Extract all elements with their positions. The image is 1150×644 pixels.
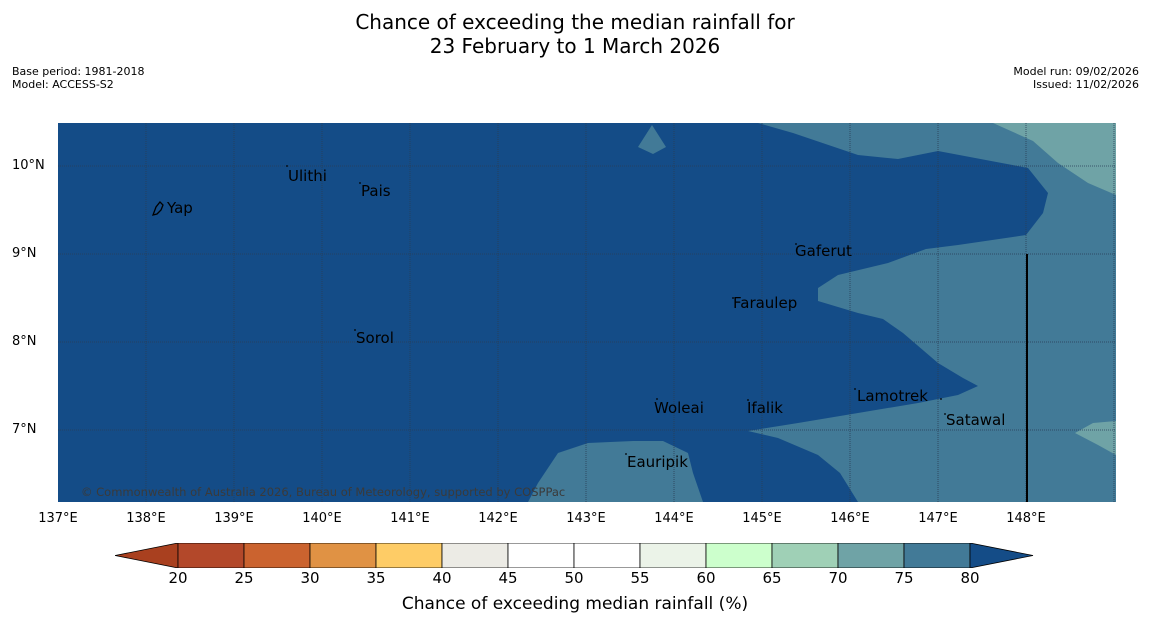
colorbar (114, 542, 1035, 569)
colorbar-cell (705, 542, 773, 569)
lon-label-147e: 147°E (918, 511, 958, 526)
island-dot (656, 398, 658, 400)
probability-80-plus-region (58, 123, 1048, 502)
lat-label-10n: 10°N (12, 158, 45, 173)
lat-label-8n: 8°N (12, 334, 37, 349)
colorbar-tick-25: 25 (234, 569, 254, 587)
place-label-ifalik: Ifalik (747, 399, 783, 417)
island-dot (940, 398, 942, 400)
colorbar-tick-50: 50 (564, 569, 584, 587)
colorbar-extend-high (969, 542, 1034, 569)
colorbar-cell (771, 542, 839, 569)
colorbar-tick-35: 35 (366, 569, 386, 587)
lon-label-138e: 138°E (126, 511, 166, 526)
colorbar-cell (309, 542, 377, 569)
island-dot (354, 329, 356, 331)
colorbar-cell (243, 542, 311, 569)
model-run-text: Model run: 09/02/2026 (1013, 65, 1139, 78)
colorbar-tick-45: 45 (498, 569, 518, 587)
colorbar-cell (903, 542, 971, 569)
lon-label-140e: 140°E (302, 511, 342, 526)
lon-label-148e: 148°E (1006, 511, 1046, 526)
place-label-gaferut: Gaferut (795, 242, 852, 260)
colorbar-cell (441, 542, 509, 569)
lon-label-146e: 146°E (830, 511, 870, 526)
lon-label-144e: 144°E (654, 511, 694, 526)
probability-75-80-notch (638, 125, 666, 154)
place-label-faraulep: Faraulep (733, 294, 798, 312)
colorbar-cell (837, 542, 905, 569)
copyright-notice: © Commonwealth of Australia 2026, Bureau… (81, 485, 566, 499)
island-dot (732, 297, 734, 299)
place-label-ulithi: Ulithi (288, 167, 327, 185)
place-label-satawal: Satawal (946, 411, 1006, 429)
colorbar-tick-20: 20 (168, 569, 188, 587)
colorbar-cell (573, 542, 641, 569)
colorbar-cell (375, 542, 443, 569)
place-label-eauripik: Eauripik (627, 453, 688, 471)
meta-left: Base period: 1981-2018 Model: ACCESS-S2 (12, 65, 144, 91)
map-title: Chance of exceeding the median rainfall … (0, 10, 1150, 58)
place-markers (286, 165, 946, 455)
colorbar-cells (114, 542, 1034, 569)
probability-70-75-region-top (993, 123, 1116, 195)
yap-island-shape (151, 201, 164, 216)
lon-label-145e: 145°E (742, 511, 782, 526)
title-line-2: 23 February to 1 March 2026 (429, 34, 721, 58)
lon-label-143e: 143°E (566, 511, 606, 526)
island-dot (747, 399, 749, 401)
lon-label-141e: 141°E (390, 511, 430, 526)
place-label-yap: Yap (167, 199, 193, 217)
lon-label-139e: 139°E (214, 511, 254, 526)
model-text: Model: ACCESS-S2 (12, 78, 114, 91)
colorbar-svg (114, 542, 1034, 569)
colorbar-tick-40: 40 (432, 569, 452, 587)
island-dot (795, 243, 797, 245)
island-dot (944, 413, 946, 415)
colorbar-extend-low (114, 542, 179, 569)
rainfall-map (58, 123, 1116, 502)
title-line-1: Chance of exceeding the median rainfall … (355, 10, 795, 34)
map-grid (58, 123, 1116, 502)
place-label-lamotrek: Lamotrek (857, 387, 928, 405)
probability-70-75-region-bottom (1075, 421, 1116, 455)
colorbar-tick-30: 30 (300, 569, 320, 587)
colorbar-tick-65: 65 (762, 569, 782, 587)
colorbar-tick-75: 75 (894, 569, 914, 587)
map-svg (58, 123, 1116, 502)
base-period-text: Base period: 1981-2018 (12, 65, 145, 78)
colorbar-tick-55: 55 (630, 569, 650, 587)
colorbar-cell (507, 542, 575, 569)
colorbar-tick-70: 70 (828, 569, 848, 587)
colorbar-cell (639, 542, 707, 569)
place-label-woleai: Woleai (654, 399, 704, 417)
island-dot (359, 182, 361, 184)
island-dot (286, 165, 288, 167)
issued-text: Issued: 11/02/2026 (1032, 78, 1139, 91)
meta-right: Model run: 09/02/2026 Issued: 11/02/2026 (1013, 65, 1139, 91)
colorbar-label: Chance of exceeding median rainfall (%) (401, 594, 749, 614)
place-label-sorol: Sorol (356, 329, 394, 347)
lon-label-137e: 137°E (38, 511, 78, 526)
place-label-pais: Pais (361, 182, 391, 200)
lon-label-142e: 142°E (478, 511, 518, 526)
lat-label-7n: 7°N (12, 422, 37, 437)
colorbar-tick-60: 60 (696, 569, 716, 587)
colorbar-cell (177, 542, 245, 569)
lat-label-9n: 9°N (12, 246, 37, 261)
colorbar-tick-80: 80 (960, 569, 980, 587)
island-dot (625, 453, 627, 455)
island-dot (854, 388, 856, 390)
